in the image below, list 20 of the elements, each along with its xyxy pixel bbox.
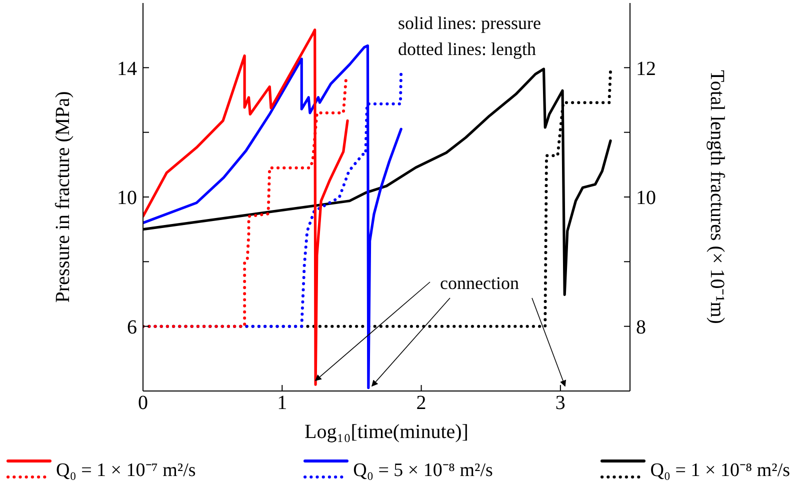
x-tick-label: 0 — [138, 392, 148, 414]
legend-label: Q₀ = 1 × 10⁻⁷ m²/s — [56, 459, 196, 482]
y2-axis-title: Total length fractures (× 10⁻¹m) — [706, 70, 728, 324]
x-axis-title: Log₁₀[time(minute)] — [304, 421, 468, 443]
legend-label: Q₀ = 1 × 10⁻⁸ m²/s — [650, 459, 790, 482]
y-tick-label: 10 — [117, 187, 137, 210]
y2-tick-label: 8 — [636, 316, 646, 338]
annotation: solid lines: pressure — [398, 13, 541, 33]
legend-label: Q₀ = 5 × 10⁻⁸ m²/s — [353, 459, 493, 482]
x-tick-label: 3 — [555, 392, 566, 414]
y-tick-label: 6 — [127, 316, 137, 338]
y2-tick-label: 12 — [636, 58, 656, 80]
y2-tick-label: 10 — [636, 187, 656, 210]
x-tick-label: 2 — [416, 392, 426, 414]
y-tick-label: 14 — [117, 58, 137, 80]
annotation: connection — [440, 273, 519, 293]
line-series — [143, 28, 349, 386]
annotation: dotted lines: length — [398, 39, 536, 59]
x-tick-label: 1 — [277, 392, 288, 414]
y-axis-title: Pressure in fracture (MPa) — [52, 91, 74, 303]
